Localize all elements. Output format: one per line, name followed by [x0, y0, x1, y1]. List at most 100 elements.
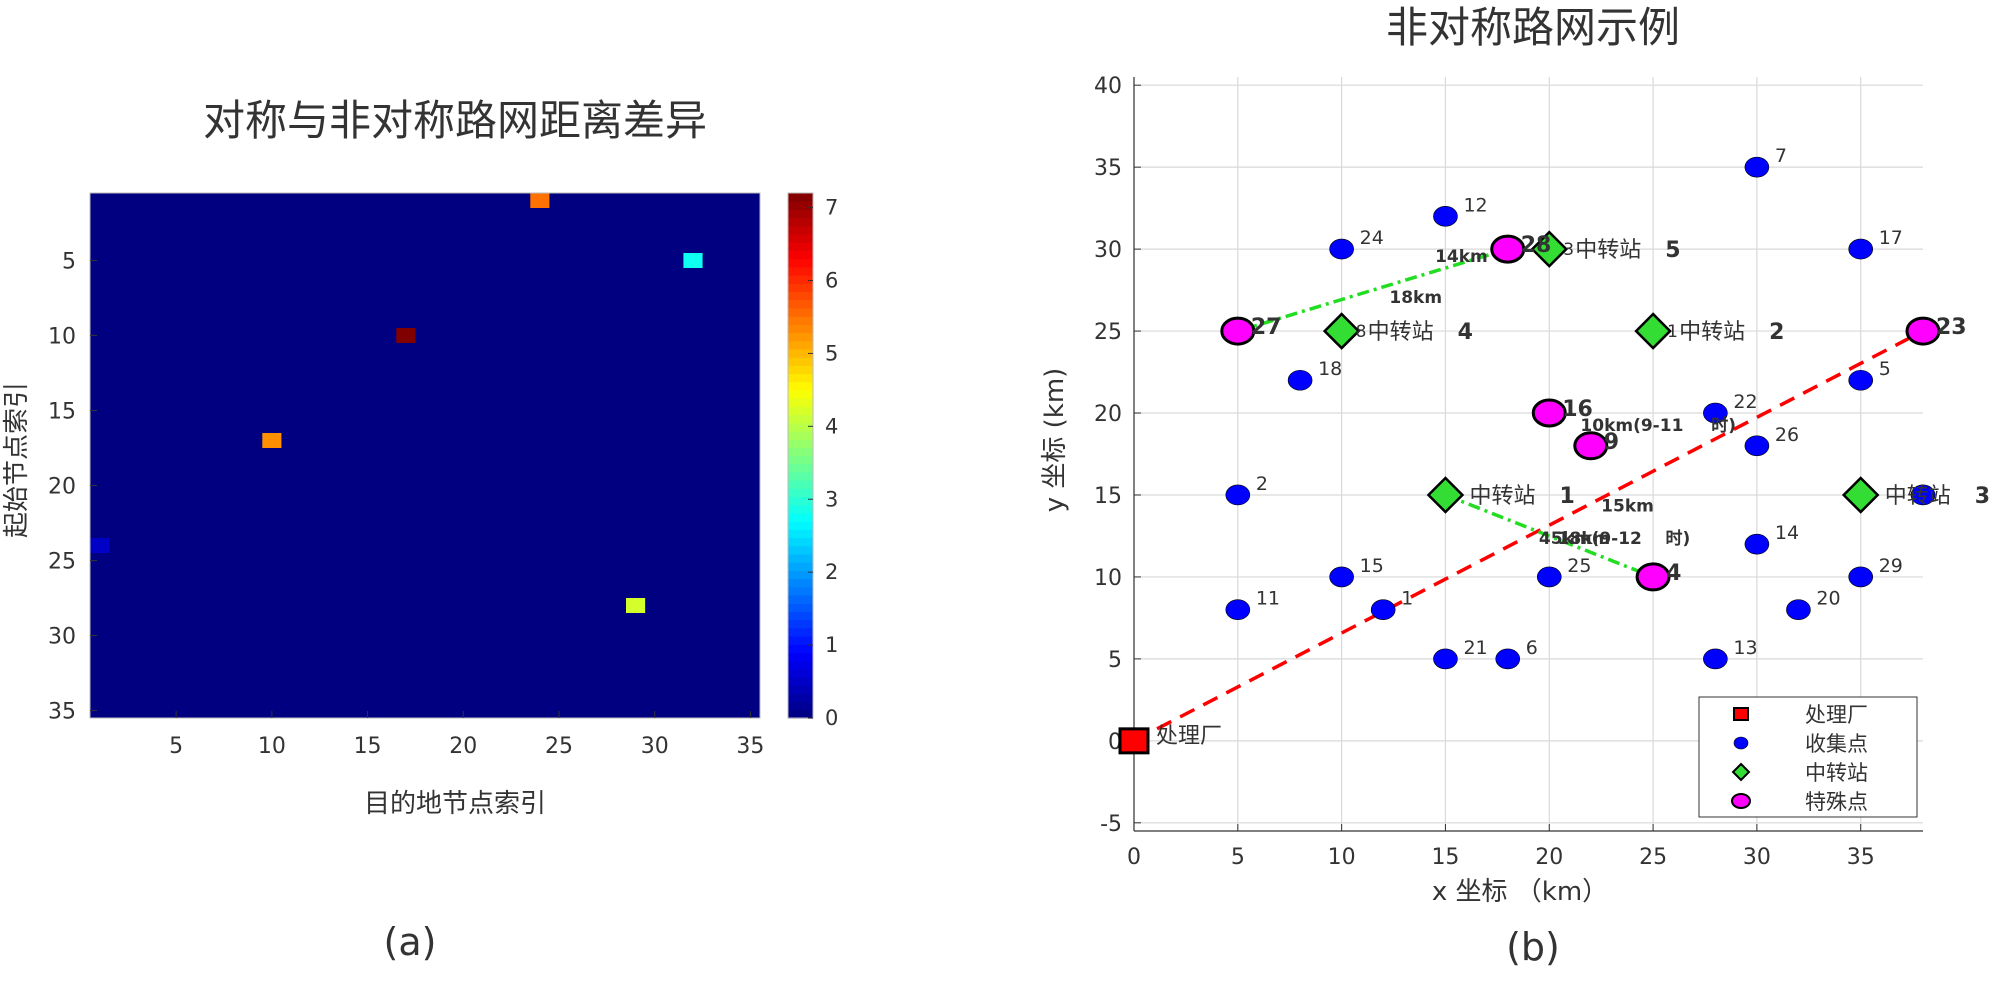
network-x-tick-label: 0 [1127, 845, 1141, 870]
legend-label: 处理厂 [1805, 703, 1868, 727]
colorbar-segment [788, 348, 813, 358]
colorbar-segment [788, 603, 813, 612]
transfer-station [1841, 476, 1880, 514]
colorbar-segment [788, 693, 813, 703]
colorbar-tick-label: 3 [825, 487, 838, 511]
heatmap-cell [396, 328, 416, 343]
colorbar-segment [788, 480, 813, 489]
colorbar-tick-label: 2 [825, 560, 838, 584]
colorbar-frame [787, 192, 814, 719]
special-point-label: 9 [1604, 430, 1619, 455]
network-x-tick-label: 30 [1743, 845, 1771, 870]
network-y-tick-label: 20 [1094, 402, 1122, 427]
colorbar-tick-label: 7 [825, 196, 838, 220]
transfer-station [1426, 476, 1465, 514]
collection-point-label: 2 [1256, 473, 1268, 495]
network-x-axis-label: x 坐标 （km） [1432, 877, 1608, 907]
heatmap-background [90, 193, 760, 718]
collection-point [1703, 648, 1728, 670]
transfer-station-number: 1 [1559, 484, 1574, 509]
colorbar-segment [788, 471, 813, 481]
colorbar-segment [788, 553, 813, 563]
colorbar-segment [788, 373, 813, 383]
special-point [1905, 316, 1941, 346]
collection-point-label: 29 [1879, 555, 1903, 577]
collection-point-label: 13 [1733, 637, 1757, 659]
transfer-station-prefix: 1 [1667, 322, 1678, 342]
road-label: 时) [1666, 529, 1691, 549]
network-y-tick-label: 35 [1094, 156, 1122, 181]
colorbar-segment [788, 455, 813, 465]
network-x-tick-label: 20 [1535, 845, 1563, 870]
collection-point-label: 22 [1733, 391, 1757, 413]
colorbar-segment [788, 193, 813, 202]
collection-point-label: 12 [1463, 194, 1487, 216]
colorbar-tick-label: 6 [825, 269, 838, 293]
heatmap-y-tick-label: 30 [48, 625, 76, 650]
colorbar-segment [788, 521, 813, 530]
heatmap-cell [530, 193, 550, 208]
treatment-plant-label: 处理厂 [1156, 724, 1222, 749]
colorbar-segment [788, 266, 813, 276]
colorbar-tick-label: 5 [825, 341, 838, 365]
road-label: 18km [1389, 288, 1442, 308]
colorbar-segment [788, 488, 813, 498]
colorbar-tick-label: 4 [825, 414, 838, 438]
heatmap-x-tick-label: 30 [641, 734, 669, 759]
network-y-tick-label: 40 [1094, 74, 1122, 99]
collection-point-label: 24 [1360, 227, 1384, 249]
colorbar-segment [788, 201, 813, 211]
special-point [1635, 562, 1671, 592]
colorbar-segment [788, 586, 813, 596]
heatmap-x-axis-label: 目的地节点索引 [364, 789, 546, 819]
transfer-station-label: 中转站 [1885, 484, 1951, 509]
heatmap-cell [90, 538, 110, 553]
panel-label-a: (a) [384, 920, 437, 964]
collection-point-label: 14 [1775, 522, 1799, 544]
colorbar-segment [788, 660, 813, 670]
collection-point-label: 6 [1526, 637, 1538, 659]
colorbar-segment [788, 496, 813, 506]
network-y-tick-label: 15 [1094, 484, 1122, 509]
transfer-station-label: 中转站 [1575, 238, 1641, 263]
transfer-station-number: 5 [1665, 238, 1680, 263]
heatmap-y-tick-label: 25 [48, 550, 76, 575]
network-roads [1133, 247, 1924, 743]
colorbar: 0 1 2 3 4 5 6 7 [787, 192, 838, 730]
colorbar-segment [788, 275, 813, 284]
colorbar-segment [788, 545, 813, 555]
collection-point [1786, 599, 1811, 621]
colorbar-segment [788, 422, 813, 432]
colorbar-segment [788, 332, 813, 342]
collection-point-label: 15 [1360, 555, 1384, 577]
road-label: 15km [1601, 496, 1654, 516]
transfer-station-number: 2 [1769, 320, 1784, 345]
colorbar-segment [788, 414, 813, 424]
collection-point [1848, 369, 1874, 391]
colorbar-segment [788, 357, 813, 366]
collection-point [1848, 566, 1874, 588]
heatmap-y-tick-label: 5 [62, 250, 76, 275]
colorbar-segment [788, 463, 813, 473]
collection-point [1433, 648, 1458, 670]
special-point [1490, 234, 1526, 264]
heatmap-frame [89, 192, 761, 719]
heatmap-x-tick-label: 35 [736, 734, 764, 759]
network-y-tick-label: 30 [1094, 238, 1122, 263]
network-x-tick-label: 15 [1431, 845, 1459, 870]
network-x-tick-label: 5 [1231, 845, 1245, 870]
transfer-station-label: 中转站 [1368, 320, 1434, 345]
colorbar-segment [788, 283, 813, 293]
colorbar-segment [788, 389, 813, 399]
colorbar-segment [788, 701, 813, 711]
colorbar-segment [788, 398, 813, 407]
collection-point [1329, 566, 1354, 588]
colorbar-segment [788, 324, 813, 334]
heatmap-title: 对称与非对称路网距离差异 [203, 96, 707, 145]
heatmap-y-tick-label: 20 [48, 475, 76, 500]
road-label: 10km(9-11 [1580, 416, 1683, 436]
collection-point-label: 1 [1401, 588, 1413, 610]
red-dashed-road [1133, 329, 1924, 743]
